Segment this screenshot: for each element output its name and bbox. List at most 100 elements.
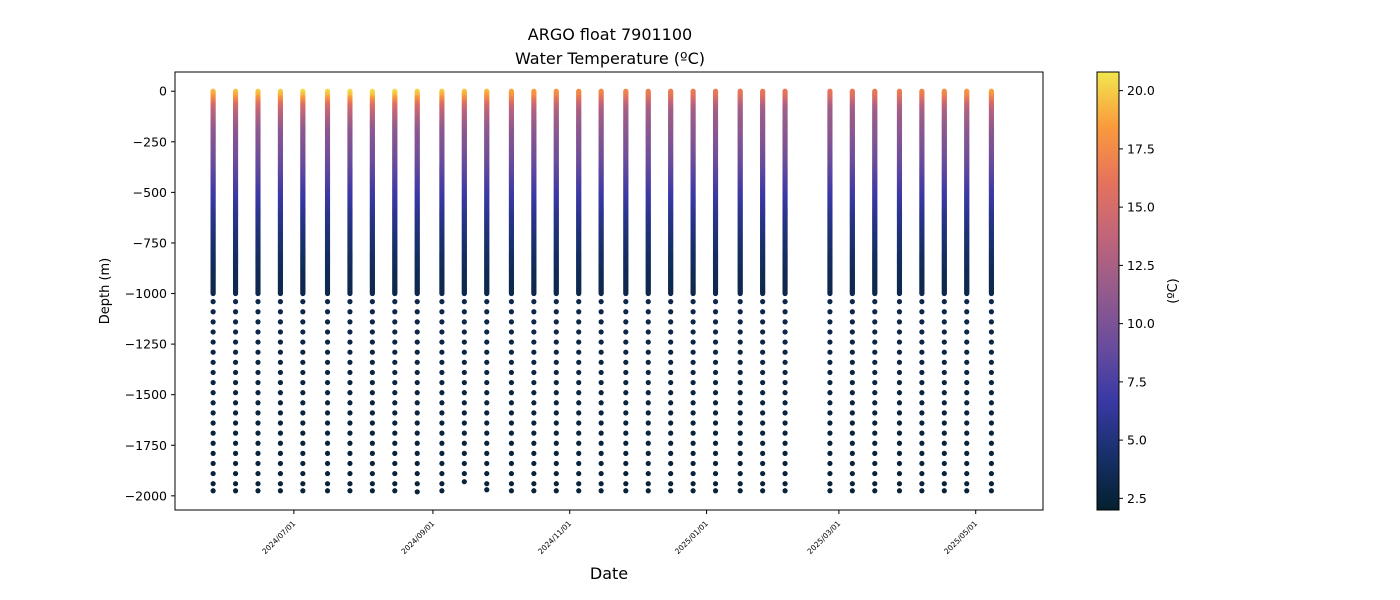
data-point — [347, 369, 353, 376]
data-point — [645, 329, 651, 335]
data-point — [553, 400, 559, 406]
data-point — [690, 481, 696, 487]
data-point — [553, 460, 559, 467]
data-point — [439, 329, 445, 335]
data-point — [300, 390, 306, 396]
data-point — [439, 369, 445, 376]
data-point — [598, 369, 604, 376]
data-point — [392, 400, 398, 406]
data-point — [324, 369, 331, 376]
data-point — [668, 309, 674, 315]
data-point — [255, 460, 261, 467]
data-point — [392, 470, 398, 477]
data-point — [232, 460, 239, 467]
data-point — [484, 290, 490, 297]
data-point — [461, 390, 467, 396]
data-point — [531, 400, 537, 406]
data-point — [255, 400, 261, 406]
data-point — [439, 349, 445, 355]
data-point — [598, 450, 604, 456]
data-point — [414, 359, 420, 365]
data-point — [300, 290, 306, 297]
data-point — [347, 359, 353, 365]
data-point — [690, 400, 696, 406]
data-point — [508, 440, 515, 446]
data-point — [255, 299, 261, 305]
data-point — [645, 481, 651, 487]
data-point — [439, 420, 445, 426]
data-point — [553, 481, 559, 487]
data-point — [414, 309, 420, 315]
data-point — [369, 420, 375, 426]
data-point — [484, 339, 490, 345]
data-point — [324, 339, 331, 345]
data-point — [255, 290, 261, 297]
data-point — [576, 299, 582, 305]
data-point — [645, 420, 651, 426]
data-point — [232, 450, 239, 456]
data-point — [232, 430, 239, 436]
data-point — [369, 450, 375, 456]
data-point — [392, 488, 398, 494]
data-point — [210, 390, 216, 396]
data-point — [232, 319, 239, 325]
data-point — [277, 400, 284, 406]
data-point — [210, 379, 216, 386]
data-point — [553, 410, 559, 416]
data-point — [255, 379, 261, 386]
data-point — [598, 339, 604, 345]
data-point — [508, 420, 515, 426]
data-point — [232, 440, 239, 446]
data-point — [414, 440, 420, 446]
data-point — [232, 349, 239, 355]
data-point — [277, 470, 284, 477]
data-point — [553, 430, 559, 436]
data-point — [576, 460, 582, 467]
data-point — [369, 349, 375, 355]
data-point — [210, 420, 216, 426]
data-point — [690, 309, 696, 315]
data-point — [347, 339, 353, 345]
data-point — [508, 470, 515, 477]
data-point — [623, 430, 629, 436]
data-point — [484, 299, 490, 305]
data-point — [347, 440, 353, 446]
data-point — [232, 290, 239, 297]
data-point — [347, 430, 353, 436]
data-point — [553, 299, 559, 305]
data-point — [414, 329, 420, 335]
data-point — [392, 359, 398, 365]
data-point — [324, 379, 331, 386]
data-point — [553, 309, 559, 315]
data-point — [623, 349, 629, 355]
data-point — [531, 488, 537, 494]
data-point — [461, 440, 467, 446]
data-point — [392, 299, 398, 305]
data-point — [484, 460, 490, 467]
data-point — [598, 359, 604, 365]
data-point — [531, 420, 537, 426]
data-point — [324, 450, 331, 456]
data-point — [369, 290, 375, 297]
data-point — [508, 390, 515, 396]
data-point — [277, 369, 284, 376]
data-point — [484, 430, 490, 436]
data-point — [508, 339, 515, 345]
data-point — [623, 390, 629, 396]
data-point — [531, 359, 537, 365]
data-point — [439, 440, 445, 446]
data-point — [232, 470, 239, 477]
data-point — [531, 299, 537, 305]
data-point — [623, 339, 629, 345]
data-point — [461, 319, 467, 325]
data-point — [414, 481, 420, 487]
data-point — [484, 440, 490, 446]
data-point — [392, 339, 398, 345]
data-point — [277, 481, 284, 487]
data-point — [369, 359, 375, 365]
data-point — [598, 379, 604, 386]
data-point — [531, 470, 537, 477]
data-point — [414, 299, 420, 305]
data-point — [255, 420, 261, 426]
data-point — [484, 369, 490, 376]
